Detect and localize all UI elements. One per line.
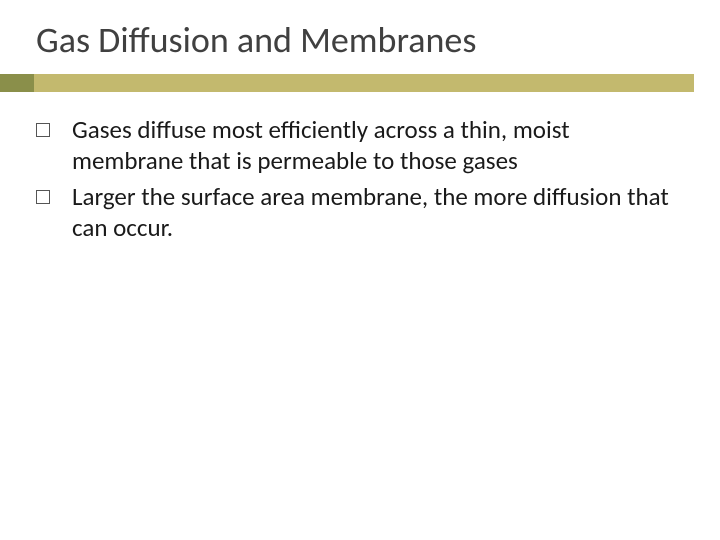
accent-bar-large — [0, 74, 694, 92]
slide-title: Gas Diffusion and Membranes — [36, 18, 720, 62]
bullet-text: Gases diffuse most efficiently across a … — [72, 114, 672, 177]
slide: Gas Diffusion and Membranes Gases diffus… — [0, 0, 720, 540]
square-bullet-icon — [36, 123, 50, 137]
square-bullet-icon — [36, 190, 50, 204]
bullet-text: Larger the surface area membrane, the mo… — [72, 181, 672, 244]
accent-bar-small — [0, 74, 34, 92]
title-area: Gas Diffusion and Membranes — [0, 0, 720, 62]
accent-bar-group — [0, 74, 720, 92]
list-item: Larger the surface area membrane, the mo… — [36, 181, 672, 244]
list-item: Gases diffuse most efficiently across a … — [36, 114, 672, 177]
content-area: Gases diffuse most efficiently across a … — [0, 92, 720, 243]
